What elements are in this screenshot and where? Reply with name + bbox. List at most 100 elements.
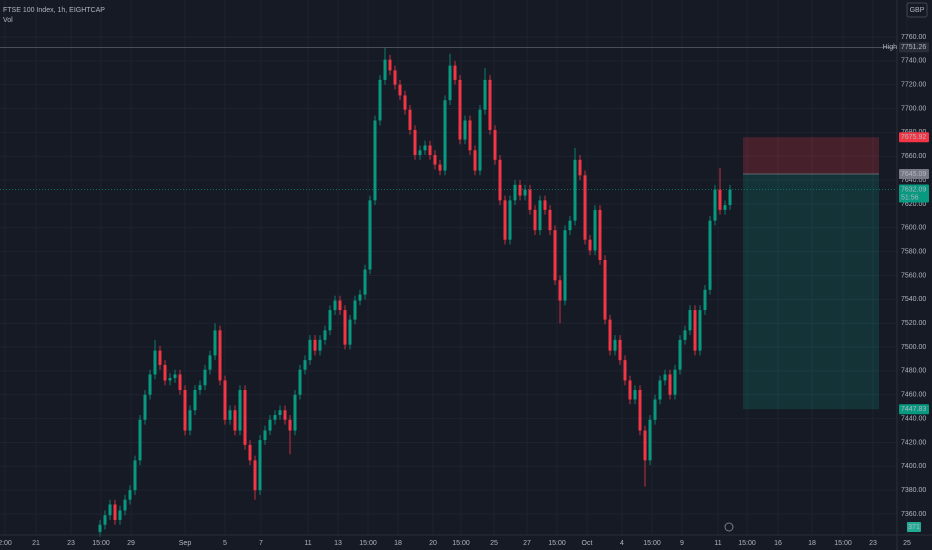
candle-body	[208, 355, 212, 370]
x-tick-label: 11	[714, 540, 721, 547]
candle-body	[278, 410, 282, 416]
events-icon[interactable]	[724, 522, 734, 532]
last-price-tag: 7632.09	[901, 186, 926, 193]
x-tick-label: 2:00	[0, 540, 12, 547]
target-tag: 7447.83	[901, 406, 926, 413]
stop-tag: 7675.92	[901, 134, 926, 141]
currency-button[interactable]	[906, 2, 928, 18]
grid	[0, 0, 908, 535]
candle-body	[628, 380, 632, 400]
candle-body	[488, 79, 492, 130]
candle-body	[143, 394, 147, 420]
candle-body	[343, 310, 347, 345]
candle-body	[283, 410, 287, 420]
x-tick-label: 18	[808, 540, 816, 547]
candle-body	[518, 184, 522, 196]
candle-body	[163, 364, 167, 381]
candle-body	[503, 200, 507, 240]
candle-body	[243, 389, 247, 445]
candle-body	[458, 79, 462, 140]
candle-body	[423, 145, 427, 151]
y-tick-label: 7400.00	[901, 463, 926, 470]
y-tick-label: 7700.00	[901, 105, 926, 112]
currency-label[interactable]: GBP	[910, 7, 925, 14]
candle-body	[108, 504, 112, 516]
y-tick-label: 7620.00	[901, 201, 926, 208]
candle-body	[538, 200, 542, 231]
candle-body	[433, 155, 437, 165]
candle-body	[333, 300, 337, 311]
candle-body	[673, 369, 677, 395]
candle-body	[633, 389, 637, 400]
x-tick-label: 20	[429, 540, 437, 547]
candle-body	[403, 95, 407, 110]
candle-body	[593, 209, 597, 251]
stop-zone	[743, 137, 879, 175]
candle-body	[263, 430, 267, 441]
high-tag: 7751.26	[901, 44, 926, 51]
y-tick-label: 7560.00	[901, 272, 926, 279]
candle-body	[463, 120, 467, 140]
candle-body	[253, 460, 257, 491]
x-tick-label: 15:00	[359, 540, 377, 547]
candle-body	[723, 205, 727, 210]
candle-body	[653, 399, 657, 420]
candle-body	[408, 109, 412, 130]
candle-body	[293, 394, 297, 431]
candle-body	[498, 159, 502, 201]
x-tick-label: 13	[334, 540, 342, 547]
candle-body	[533, 209, 537, 231]
candle-body	[608, 319, 612, 351]
axes: 7360.00 7380.00 7400.00 7420.00 7440.00 7460.…	[0, 34, 929, 547]
candle-body	[543, 200, 547, 210]
candle-body	[218, 330, 222, 381]
candle-body	[158, 350, 162, 365]
candle-body	[138, 419, 142, 461]
y-tick-label: 7740.00	[901, 58, 926, 65]
candle-body	[703, 289, 707, 311]
candle-body	[443, 100, 447, 171]
candle-body	[493, 129, 497, 160]
candle-body	[238, 389, 242, 431]
candle-body	[288, 419, 292, 431]
candle-body	[583, 175, 587, 240]
candle-body	[388, 59, 392, 71]
candle-body	[513, 184, 517, 201]
x-tick-label: 15:00	[452, 540, 470, 547]
candle-body	[393, 70, 397, 85]
candle-body	[358, 294, 362, 301]
candle-body	[223, 380, 227, 420]
candle-body	[603, 259, 607, 320]
x-tick-label: 5	[223, 540, 227, 547]
candle-body	[308, 339, 312, 361]
candle-body	[363, 269, 367, 295]
y-tick-label: 7440.00	[901, 415, 926, 422]
x-tick-label: 23	[67, 540, 75, 547]
x-tick-label: 29	[127, 540, 135, 547]
candle-body	[668, 374, 672, 395]
candle-body	[133, 460, 137, 491]
chart-title: FTSE 100 Index, 1h, EIGHTCAP	[3, 7, 105, 14]
x-tick-label: 27	[523, 540, 531, 547]
y-tick-label: 7660.00	[901, 153, 926, 160]
candle-body	[448, 65, 452, 101]
candle-body	[258, 440, 262, 491]
candle-body	[173, 374, 177, 379]
target-tag-bg	[899, 404, 929, 415]
candle-body	[563, 230, 567, 301]
candle-body	[313, 339, 317, 351]
candle-body	[123, 499, 127, 511]
y-tick-label: 7520.00	[901, 320, 926, 327]
x-tick-label: 15:00	[738, 540, 756, 547]
plot	[0, 46, 897, 537]
x-tick-label: 11	[304, 540, 311, 547]
candle-body	[623, 360, 627, 381]
candle-body	[508, 200, 512, 240]
x-tick-label: 25	[490, 540, 498, 547]
x-tick-label: 15:00	[92, 540, 110, 547]
candle-body	[483, 79, 487, 110]
candle-body	[268, 419, 272, 431]
last-price-tag-sub: 51:56	[901, 194, 919, 201]
candle-body	[718, 189, 722, 210]
